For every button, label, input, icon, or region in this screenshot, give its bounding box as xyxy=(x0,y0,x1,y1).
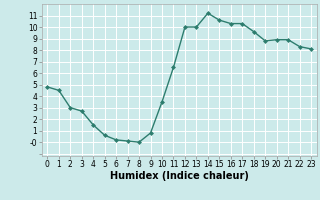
X-axis label: Humidex (Indice chaleur): Humidex (Indice chaleur) xyxy=(110,171,249,181)
